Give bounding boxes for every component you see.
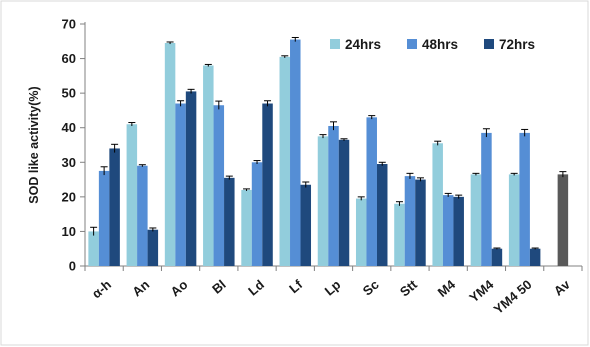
bar-72hrs-An [147,229,159,266]
y-axis-label: SOD like activity(%) [27,86,41,203]
bar-72hrs-M4 [453,196,464,266]
x-tick-label: Ld [245,277,267,299]
x-tick-label: An [129,277,152,300]
bar-72hrs-Stt [415,179,426,266]
legend-label: 48hrs [422,37,458,52]
bar-48hrs-Ld [251,162,263,266]
bar-48hrs-Lf [290,39,301,266]
x-tick-label: Av [551,276,574,298]
bar-48hrs-Sc [366,117,377,266]
bar-48hrs-Lp [328,125,339,266]
legend: 24hrs 48hrs 72hrs [330,37,535,52]
x-tick-label: Stt [397,276,420,299]
bar-48hrs-Stt [404,176,416,266]
legend-swatch [484,39,494,49]
bar-24hrs-Ld [241,189,252,266]
bar-48hrs-YM4 50 [519,132,530,266]
plot-area: 0 10 20 30 40 50 60 70 α-h An Ao Bl Ld Lf Lp Sc Stt M4 YM4… [62,17,583,317]
y-tick-label: 50 [62,86,76,101]
bar-24hrs-Stt [394,203,405,266]
bar-48hrs-Bl [213,105,225,266]
y-tick-label: 70 [62,17,76,32]
bar-72hrs-Ld [262,103,273,266]
bar-24hrs-M4 [432,143,443,266]
bar-72hrs-Lp [338,139,350,266]
bar-24hrs-Bl [203,65,214,266]
x-tick-label: Ao [168,277,191,300]
bar-72hrs-Sc [376,164,388,266]
bar-24hrs-YM4 [470,174,482,266]
bar-48hrs-YM4 [481,132,492,266]
x-tick-label: α-h [89,277,114,302]
bar-48hrs-α-h [98,170,110,266]
bar-48hrs-Ao [175,103,186,266]
bar-24hrs-Lp [317,136,329,266]
y-tick-label: 30 [62,155,76,170]
x-tick-label: Lf [286,276,306,296]
y-tick-label: 0 [69,259,76,274]
x-tick-label: M4 [435,276,459,300]
bar-24hrs-Sc [355,198,367,266]
y-tick-label: 40 [62,120,76,135]
bar-24hrs-Ao [164,43,176,267]
bar-72hrs-YM4 [491,248,503,266]
bar-reference-Av [557,174,569,266]
bar-24hrs-An [126,124,138,266]
bar-48hrs-An [137,165,148,266]
bar-72hrs-α-h [109,148,120,266]
bar-72hrs-Bl [224,177,235,266]
y-tick-label: 10 [62,224,76,239]
legend-swatch [407,39,417,49]
bar-24hrs-YM4 50 [508,174,520,266]
bar-24hrs-α-h [88,231,99,266]
x-tick-label: Bl [209,277,229,297]
y-tick-label: 60 [62,51,76,66]
bar-72hrs-YM4 50 [529,248,541,266]
x-tick-label: Sc [360,277,382,299]
x-tick-label: YM4 [466,276,497,305]
bar-24hrs-Lf [279,56,291,266]
y-tick-label: 20 [62,189,76,204]
legend-label: 24hrs [345,37,381,52]
x-tick-label: YM4 50 [491,277,535,317]
bar-48hrs-M4 [442,195,454,266]
bar-72hrs-Ao [185,91,197,267]
bar-72hrs-Lf [300,184,312,266]
legend-label: 72hrs [499,37,535,52]
legend-swatch [330,39,340,49]
x-tick-label: Lp [322,277,344,299]
